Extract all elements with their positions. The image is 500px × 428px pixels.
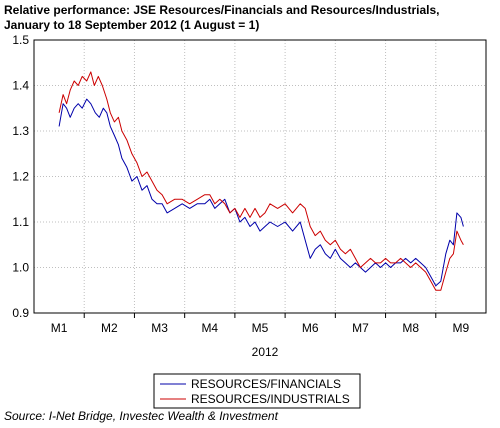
- legend-label: RESOURCES/INDUSTRIALS: [191, 392, 350, 406]
- x-tick-label: M3: [151, 321, 168, 335]
- chart-title: Relative performance: JSE Resources/Fina…: [4, 3, 494, 33]
- x-tick-label: M4: [201, 321, 218, 335]
- x-tick-label: M5: [252, 321, 269, 335]
- series-line-resources-industrials: [58, 71, 464, 291]
- x-tick-label: M6: [302, 321, 319, 335]
- legend-box: [153, 373, 361, 409]
- x-tick-label: M1: [51, 321, 68, 335]
- source-note: Source: I-Net Bridge, Investec Wealth & …: [4, 409, 278, 423]
- legend: RESOURCES/FINANCIALSRESOURCES/INDUSTRIAL…: [153, 373, 361, 409]
- y-tick-label: 1.3: [12, 124, 29, 138]
- x-tick-label: M9: [453, 321, 470, 335]
- y-tick-label: 1.1: [12, 215, 29, 229]
- y-axis: 1.5 1.4 1.3 1.2 1.1 1.0 0.9: [12, 33, 29, 320]
- chart-title-line-2: January to 18 September 2012 (1 August =…: [4, 18, 260, 32]
- y-tick-label: 1.4: [12, 79, 29, 93]
- y-tick-label: 0.9: [12, 306, 29, 320]
- x-axis: M1 M2 M3 M4 M5 M6 M7 M8 M9: [51, 313, 470, 335]
- grid-lines: [34, 40, 486, 313]
- plot-frame: [33, 39, 487, 314]
- x-axis-label: 2012: [252, 345, 279, 359]
- x-tick-label: M8: [402, 321, 419, 335]
- x-tick-label: M7: [352, 321, 369, 335]
- series-line-resources-financials: [58, 98, 464, 287]
- series-lines: [58, 71, 464, 291]
- y-tick-label: 1.5: [12, 33, 29, 47]
- y-tick-label: 1.2: [12, 170, 29, 184]
- chart-title-line-1: Relative performance: JSE Resources/Fina…: [4, 3, 440, 17]
- legend-label: RESOURCES/FINANCIALS: [191, 377, 341, 391]
- y-tick-label: 1.0: [12, 261, 29, 275]
- x-tick-label: M2: [101, 321, 118, 335]
